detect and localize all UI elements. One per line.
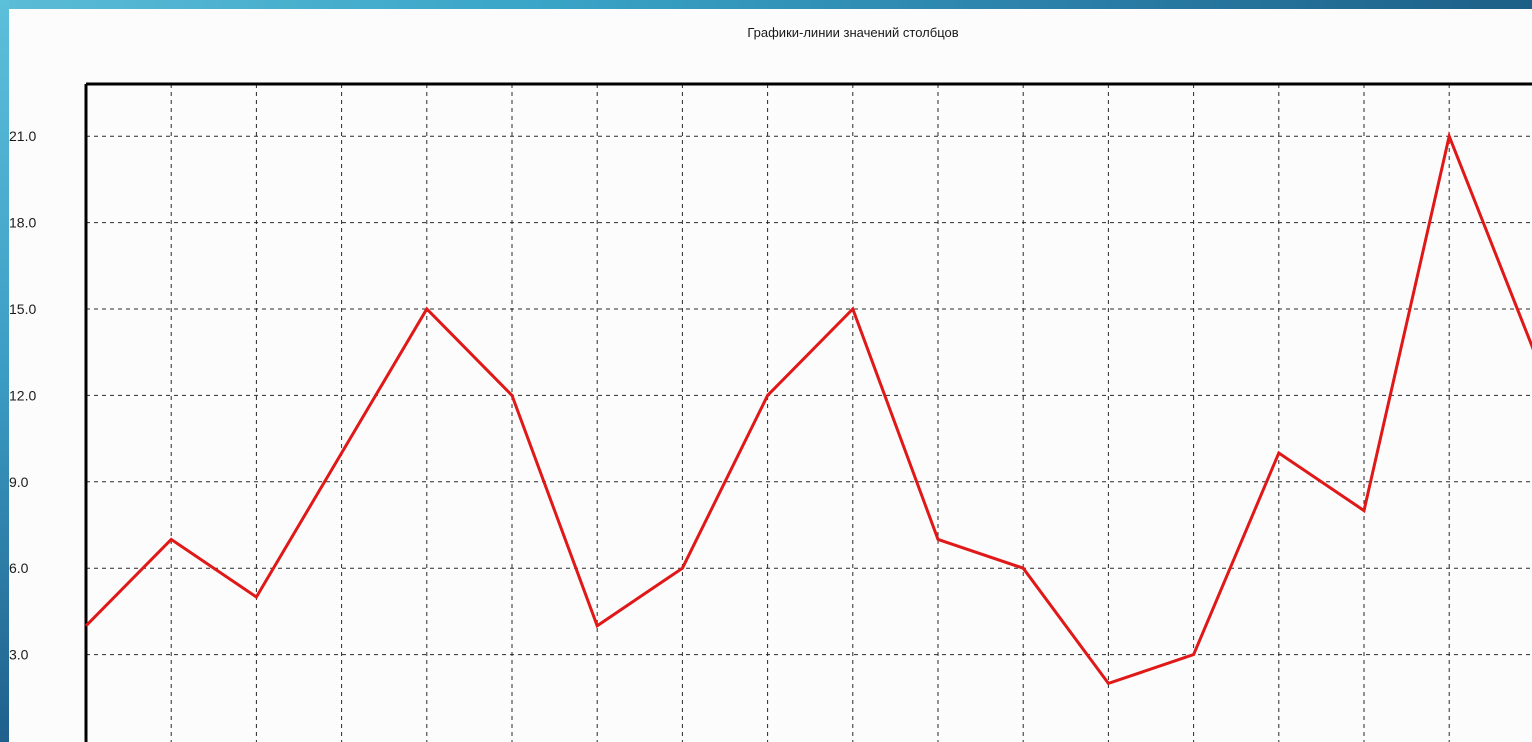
y-tick-label: 3.0 bbox=[9, 647, 29, 663]
y-tick-label: 12.0 bbox=[9, 387, 36, 403]
grid-lines bbox=[86, 84, 1532, 742]
y-tick-label: 15.0 bbox=[9, 301, 36, 317]
chart-panel: Графики-линии значений столбцов 3.0 6.0 9.… bbox=[9, 9, 1532, 742]
y-axis-ticks: 3.0 6.0 9.0 12.0 15.0 18.0 21.0 bbox=[9, 128, 36, 662]
chart-title: Графики-линии значений столбцов bbox=[747, 25, 958, 40]
y-tick-label: 18.0 bbox=[9, 215, 36, 231]
axes bbox=[84, 82, 1532, 742]
y-tick-label: 6.0 bbox=[9, 560, 29, 576]
y-tick-label: 21.0 bbox=[9, 128, 36, 144]
y-tick-label: 9.0 bbox=[9, 474, 29, 490]
line-chart: Графики-линии значений столбцов 3.0 6.0 9.… bbox=[9, 25, 1532, 742]
window-frame-left-edge bbox=[0, 0, 9, 742]
series-line bbox=[84, 131, 1532, 686]
series-lines bbox=[84, 131, 1532, 686]
